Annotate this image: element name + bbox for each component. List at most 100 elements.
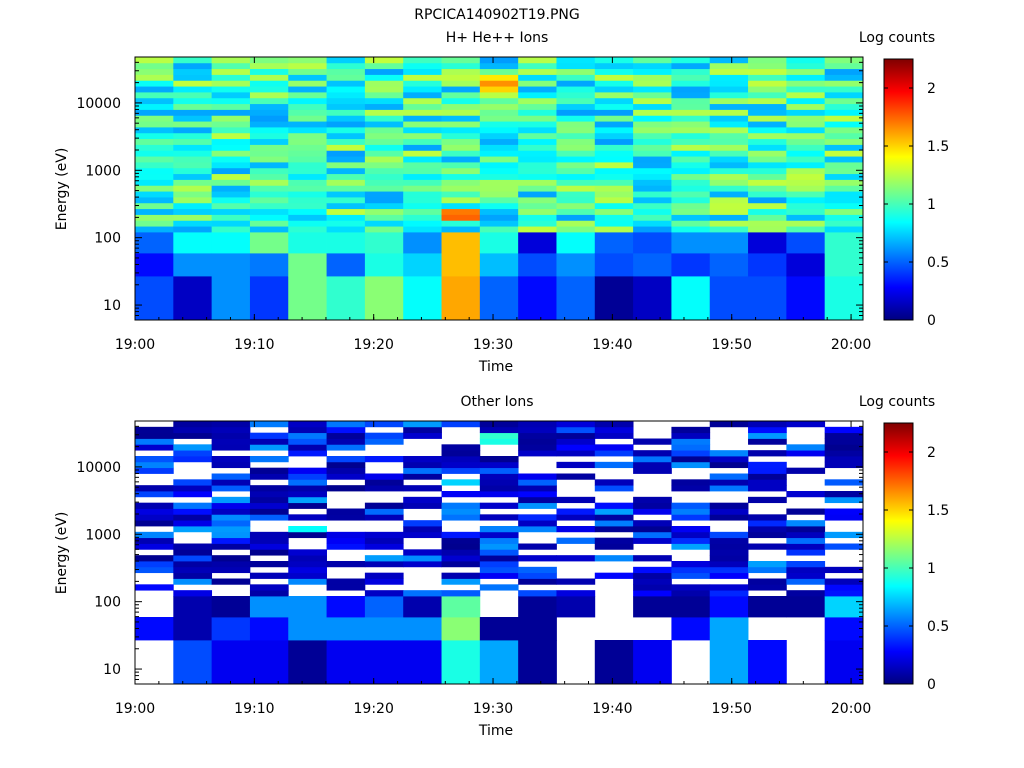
heatmap-cell bbox=[633, 253, 672, 277]
heatmap-cell bbox=[288, 596, 327, 618]
heatmap-cell bbox=[556, 57, 596, 64]
heatmap-cell bbox=[594, 103, 634, 110]
heatmap-cell bbox=[786, 197, 826, 204]
heatmap-cell bbox=[786, 173, 826, 180]
heatmap-cell bbox=[671, 526, 711, 533]
heatmap-cell bbox=[479, 74, 519, 81]
heatmap-cell bbox=[556, 144, 596, 151]
heatmap-cell bbox=[288, 197, 327, 204]
heatmap-cell bbox=[633, 461, 672, 469]
heatmap-cell bbox=[364, 156, 404, 163]
heatmap-cell bbox=[288, 109, 327, 116]
heatmap-cell bbox=[594, 92, 634, 99]
heatmap-cell bbox=[824, 92, 864, 99]
heatmap-cell bbox=[211, 432, 251, 439]
heatmap-cell bbox=[441, 202, 481, 210]
heatmap-cell bbox=[441, 253, 481, 277]
heatmap-cell bbox=[824, 57, 864, 64]
heatmap-cell bbox=[441, 226, 481, 233]
heatmap-cell bbox=[479, 57, 519, 64]
heatmap-cell bbox=[479, 276, 519, 321]
heatmap-cell bbox=[173, 109, 213, 116]
heatmap-cell bbox=[288, 444, 327, 451]
heatmap-cell bbox=[288, 555, 327, 562]
heatmap-cell bbox=[556, 150, 596, 157]
heatmap-cell bbox=[594, 97, 634, 105]
heatmap-cell bbox=[326, 456, 366, 463]
heatmap-cell bbox=[135, 566, 174, 574]
heatmap-cell bbox=[135, 232, 174, 254]
heatmap-cell bbox=[556, 68, 596, 75]
heatmap-cell bbox=[709, 537, 749, 544]
heatmap-cell bbox=[479, 485, 519, 492]
heatmap-cell bbox=[671, 444, 711, 451]
heatmap-cell bbox=[824, 432, 864, 439]
heatmap-cell bbox=[709, 68, 749, 75]
heatmap-cell bbox=[633, 508, 672, 515]
heatmap-cell bbox=[288, 57, 327, 64]
heatmap-cell bbox=[403, 208, 442, 215]
heatmap-cell bbox=[135, 57, 174, 64]
heatmap-cell bbox=[671, 115, 711, 122]
heatmap-cell bbox=[135, 438, 174, 445]
heatmap-cell bbox=[173, 138, 213, 145]
heatmap-cell bbox=[594, 144, 634, 151]
heatmap-cell bbox=[556, 179, 596, 186]
heatmap-cell bbox=[479, 127, 519, 134]
heatmap-cell bbox=[326, 461, 366, 469]
heatmap-cell bbox=[441, 150, 481, 157]
heatmap-cell bbox=[748, 132, 787, 140]
heatmap-cell bbox=[403, 167, 442, 175]
heatmap-cell bbox=[594, 86, 634, 93]
heatmap-cell bbox=[249, 640, 289, 685]
heatmap-cell bbox=[211, 461, 251, 469]
heatmap-cell bbox=[824, 185, 864, 192]
heatmap-cell bbox=[518, 596, 557, 618]
heatmap-cell bbox=[135, 220, 174, 227]
heatmap-cell bbox=[211, 526, 251, 533]
heatmap-cell bbox=[403, 144, 442, 151]
heatmap-cell bbox=[479, 109, 519, 116]
heatmap-cell bbox=[173, 57, 213, 64]
heatmap-cell bbox=[518, 514, 557, 521]
heatmap-cell bbox=[326, 138, 366, 145]
heatmap-cell bbox=[326, 508, 366, 515]
heatmap-cell bbox=[518, 496, 557, 504]
heatmap-cell bbox=[786, 276, 826, 321]
heatmap-cell bbox=[288, 226, 327, 233]
heatmap-cell bbox=[556, 208, 596, 215]
heatmap-cell bbox=[249, 572, 289, 579]
heatmap-cell bbox=[518, 566, 557, 574]
heatmap-cell bbox=[364, 537, 404, 544]
heatmap-cell bbox=[633, 156, 672, 163]
heatmap-cell bbox=[824, 584, 864, 591]
heatmap-cell bbox=[824, 426, 864, 434]
heatmap-cell bbox=[135, 103, 174, 110]
heatmap-cell bbox=[556, 253, 596, 277]
heatmap-cell bbox=[709, 197, 749, 204]
heatmap-cell bbox=[748, 578, 787, 585]
heatmap-cell bbox=[135, 121, 174, 128]
heatmap-cell bbox=[135, 555, 174, 562]
heatmap-cell bbox=[403, 520, 442, 527]
heatmap-cell bbox=[364, 132, 404, 140]
heatmap-cell bbox=[824, 508, 864, 515]
heatmap-cell bbox=[709, 473, 749, 480]
heatmap-cell bbox=[364, 220, 404, 227]
heatmap-cell bbox=[671, 132, 711, 140]
heatmap-cell bbox=[326, 514, 366, 521]
heatmap-cell bbox=[786, 253, 826, 277]
heatmap-cell bbox=[518, 191, 557, 198]
heatmap-cell bbox=[594, 202, 634, 210]
heatmap-cell bbox=[556, 62, 596, 70]
heatmap-cell bbox=[288, 103, 327, 110]
heatmap-cell bbox=[249, 167, 289, 175]
heatmap-cell bbox=[479, 92, 519, 99]
heatmap-cell bbox=[288, 74, 327, 81]
heatmap-cell bbox=[173, 578, 213, 585]
heatmap-cell bbox=[671, 253, 711, 277]
heatmap-cell bbox=[173, 127, 213, 134]
heatmap-cell bbox=[135, 68, 174, 75]
heatmap-cell bbox=[786, 109, 826, 116]
heatmap-cell bbox=[326, 74, 366, 81]
